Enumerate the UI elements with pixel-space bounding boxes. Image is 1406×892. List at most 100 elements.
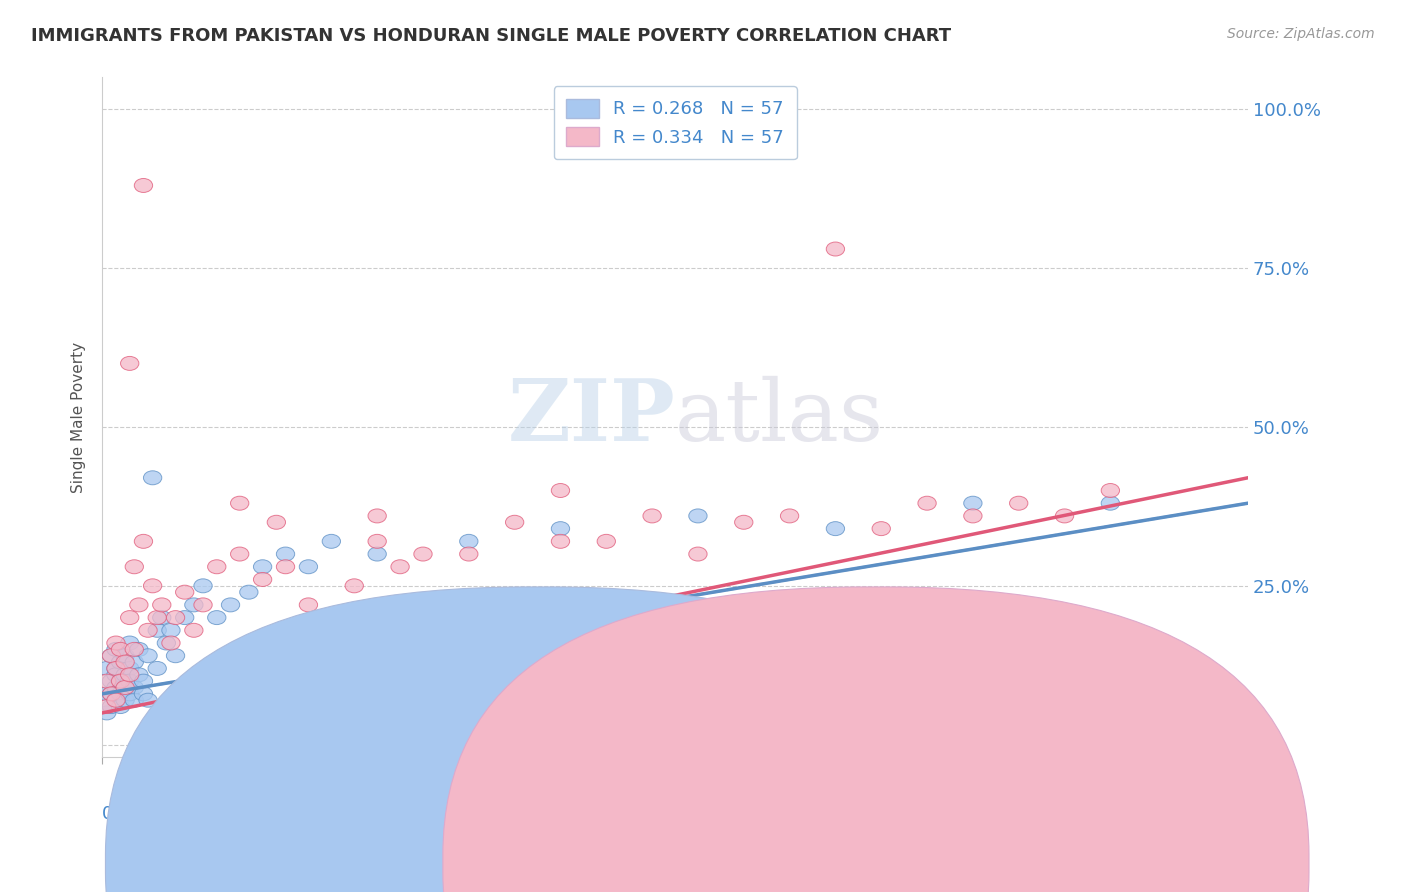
Text: ZIP: ZIP <box>508 376 675 459</box>
Ellipse shape <box>125 642 143 657</box>
Ellipse shape <box>827 242 845 256</box>
Ellipse shape <box>460 547 478 561</box>
Ellipse shape <box>551 534 569 549</box>
Ellipse shape <box>135 178 153 193</box>
Ellipse shape <box>391 560 409 574</box>
Ellipse shape <box>368 547 387 561</box>
Ellipse shape <box>184 624 202 637</box>
Ellipse shape <box>129 598 148 612</box>
Ellipse shape <box>115 681 135 695</box>
Ellipse shape <box>176 585 194 599</box>
Ellipse shape <box>780 509 799 523</box>
Ellipse shape <box>103 687 121 701</box>
Ellipse shape <box>239 585 259 599</box>
Ellipse shape <box>1056 509 1074 523</box>
Ellipse shape <box>103 674 121 688</box>
Ellipse shape <box>322 534 340 549</box>
Ellipse shape <box>139 693 157 707</box>
Ellipse shape <box>963 496 981 510</box>
Ellipse shape <box>97 662 115 675</box>
Ellipse shape <box>208 560 226 574</box>
Ellipse shape <box>157 636 176 650</box>
Text: 25.0%: 25.0% <box>1191 805 1249 823</box>
Ellipse shape <box>121 611 139 624</box>
Ellipse shape <box>125 681 143 695</box>
Ellipse shape <box>1101 496 1119 510</box>
Text: Source: ZipAtlas.com: Source: ZipAtlas.com <box>1227 27 1375 41</box>
Ellipse shape <box>689 509 707 523</box>
Ellipse shape <box>103 687 121 701</box>
Ellipse shape <box>125 560 143 574</box>
Ellipse shape <box>121 636 139 650</box>
Ellipse shape <box>162 624 180 637</box>
Ellipse shape <box>115 668 135 681</box>
Ellipse shape <box>97 687 115 701</box>
Ellipse shape <box>162 636 180 650</box>
Ellipse shape <box>153 611 172 624</box>
Ellipse shape <box>506 516 524 529</box>
Y-axis label: Single Male Poverty: Single Male Poverty <box>72 342 86 493</box>
Ellipse shape <box>107 642 125 657</box>
Ellipse shape <box>97 699 115 714</box>
Legend: R = 0.268   N = 57, R = 0.334   N = 57: R = 0.268 N = 57, R = 0.334 N = 57 <box>554 87 797 160</box>
Ellipse shape <box>115 681 135 695</box>
Ellipse shape <box>129 642 148 657</box>
Ellipse shape <box>135 674 153 688</box>
Ellipse shape <box>115 655 135 669</box>
Ellipse shape <box>129 668 148 681</box>
Text: Hondurans: Hondurans <box>911 852 1001 870</box>
Ellipse shape <box>111 699 129 714</box>
Ellipse shape <box>97 706 115 720</box>
Ellipse shape <box>460 534 478 549</box>
Ellipse shape <box>689 547 707 561</box>
Ellipse shape <box>139 624 157 637</box>
Ellipse shape <box>166 648 184 663</box>
Ellipse shape <box>111 655 129 669</box>
Text: 0.0%: 0.0% <box>103 805 148 823</box>
Ellipse shape <box>143 579 162 593</box>
Ellipse shape <box>551 483 569 498</box>
Ellipse shape <box>231 496 249 510</box>
Ellipse shape <box>1101 483 1119 498</box>
Ellipse shape <box>107 693 125 707</box>
Ellipse shape <box>115 693 135 707</box>
Ellipse shape <box>121 668 139 681</box>
Ellipse shape <box>107 668 125 681</box>
Ellipse shape <box>734 516 754 529</box>
Ellipse shape <box>121 687 139 701</box>
Ellipse shape <box>121 357 139 370</box>
Ellipse shape <box>253 573 271 586</box>
Ellipse shape <box>103 648 121 663</box>
Ellipse shape <box>299 560 318 574</box>
Ellipse shape <box>176 611 194 624</box>
Text: IMMIGRANTS FROM PAKISTAN VS HONDURAN SINGLE MALE POVERTY CORRELATION CHART: IMMIGRANTS FROM PAKISTAN VS HONDURAN SIN… <box>31 27 950 45</box>
Ellipse shape <box>125 693 143 707</box>
Ellipse shape <box>115 648 135 663</box>
Ellipse shape <box>322 611 340 624</box>
Ellipse shape <box>253 560 271 574</box>
Ellipse shape <box>208 611 226 624</box>
Ellipse shape <box>827 522 845 535</box>
Ellipse shape <box>166 611 184 624</box>
Ellipse shape <box>221 598 239 612</box>
Ellipse shape <box>277 560 295 574</box>
Ellipse shape <box>121 662 139 675</box>
Ellipse shape <box>267 516 285 529</box>
Ellipse shape <box>135 534 153 549</box>
Ellipse shape <box>368 534 387 549</box>
Ellipse shape <box>153 598 172 612</box>
Ellipse shape <box>139 648 157 663</box>
Ellipse shape <box>125 655 143 669</box>
Ellipse shape <box>97 674 115 688</box>
Ellipse shape <box>413 547 432 561</box>
Ellipse shape <box>135 687 153 701</box>
Ellipse shape <box>184 598 202 612</box>
Ellipse shape <box>103 699 121 714</box>
Ellipse shape <box>107 662 125 675</box>
Ellipse shape <box>551 522 569 535</box>
Ellipse shape <box>111 674 129 688</box>
Ellipse shape <box>107 681 125 695</box>
Ellipse shape <box>111 687 129 701</box>
Ellipse shape <box>107 693 125 707</box>
Ellipse shape <box>918 496 936 510</box>
